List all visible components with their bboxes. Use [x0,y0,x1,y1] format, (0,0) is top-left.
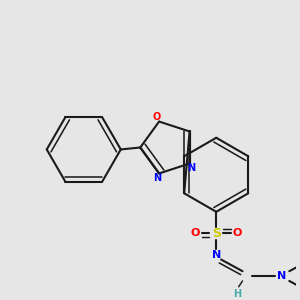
Text: O: O [152,112,160,122]
Text: N: N [277,271,286,281]
Text: N: N [188,164,196,173]
Text: H: H [234,289,242,298]
Text: O: O [233,228,242,238]
Text: N: N [153,173,161,183]
Text: N: N [212,250,221,260]
Text: S: S [212,227,221,240]
Text: O: O [190,228,200,238]
